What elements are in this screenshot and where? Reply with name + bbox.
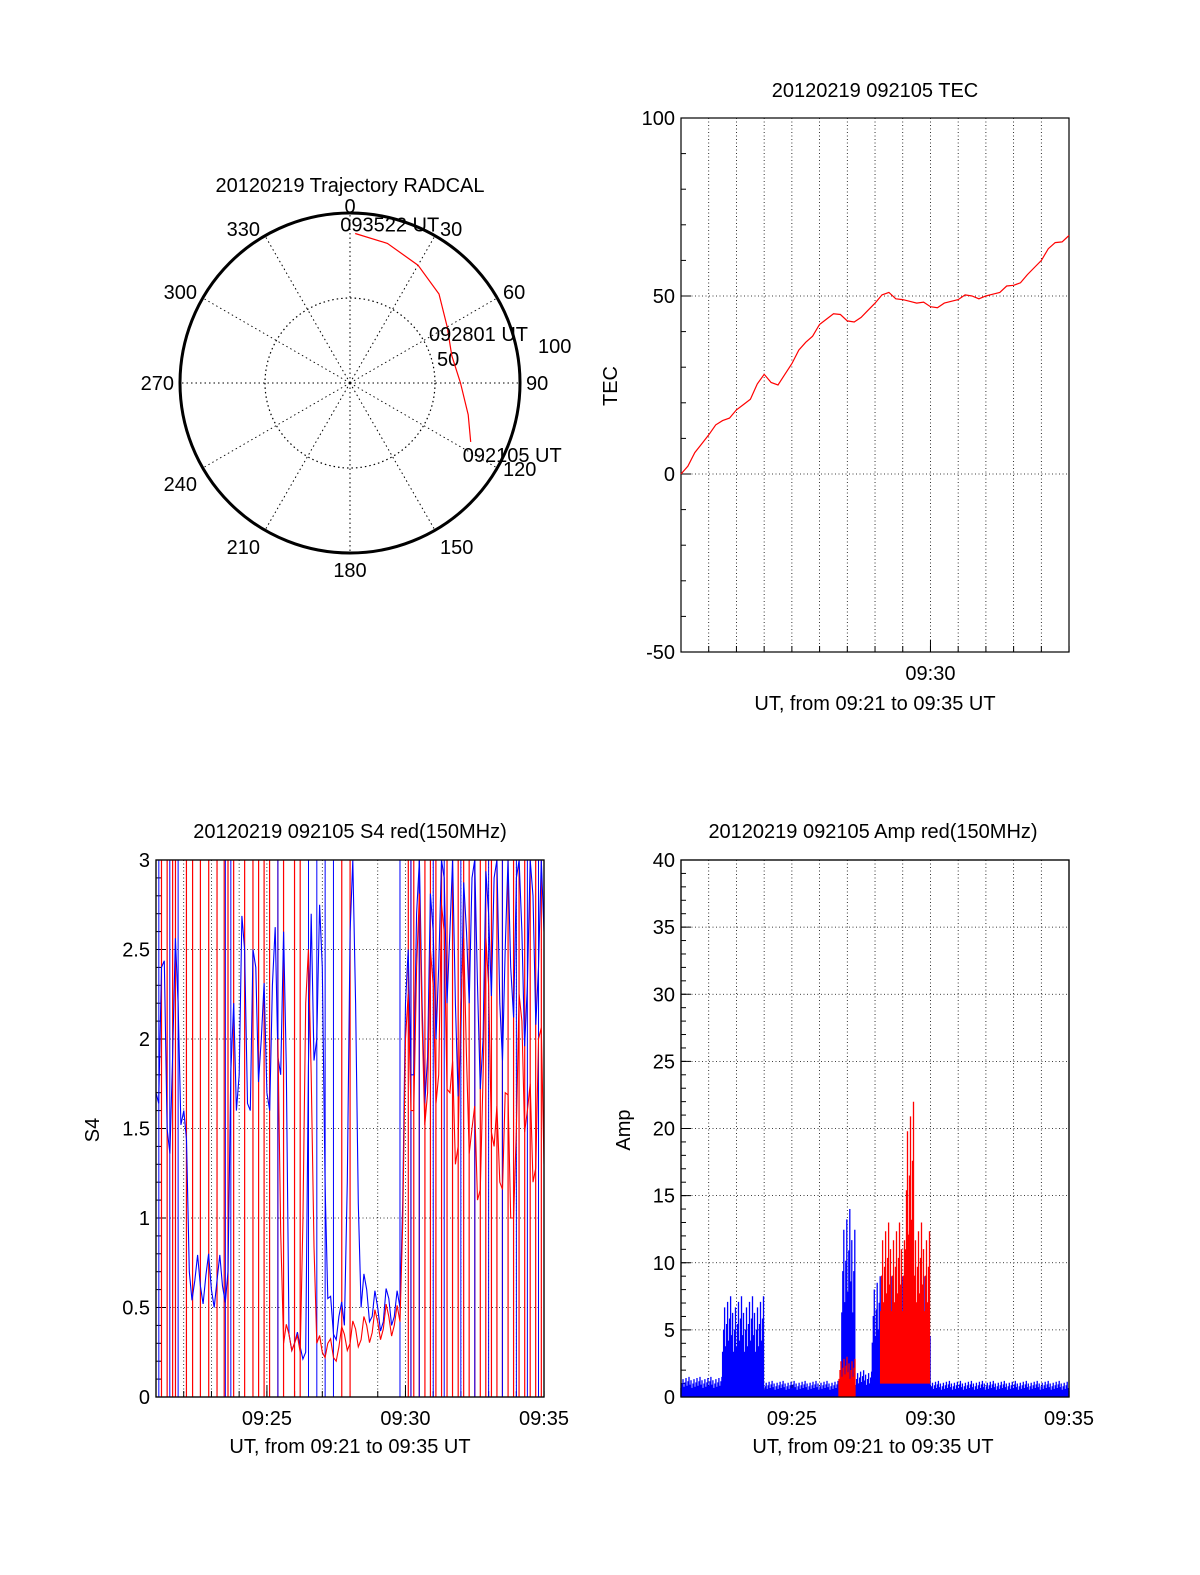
amp-series-blue bbox=[854, 1370, 873, 1397]
plot-frame bbox=[680, 117, 1070, 653]
y-tick-label: 0 bbox=[139, 1387, 150, 1409]
polar-track-label: 092105 UT bbox=[463, 445, 562, 467]
polar-spoke bbox=[202, 297, 351, 384]
polar-spoke bbox=[349, 297, 498, 384]
y-tick-label: 20 bbox=[653, 1119, 675, 1141]
polar-angle-label: 150 bbox=[440, 537, 473, 559]
polar-track-label: 093522 UT bbox=[340, 214, 439, 236]
tec-series-line bbox=[680, 235, 1070, 475]
amp-ylabel: Amp bbox=[613, 1109, 635, 1150]
s4-series-group bbox=[156, 860, 544, 1397]
polar-spoke bbox=[349, 382, 436, 531]
s4-title: 20120219 092105 S4 red(150MHz) bbox=[193, 821, 507, 843]
s4-plot: 20120219 092105 S4 red(150MHz) UT, from … bbox=[82, 821, 569, 1458]
polar-outer-circle bbox=[178, 211, 522, 555]
y-tick-label: 40 bbox=[653, 850, 675, 872]
y-tick-label: 35 bbox=[653, 917, 675, 939]
y-tick-label: 30 bbox=[653, 984, 675, 1006]
amp-series-red bbox=[838, 1356, 856, 1397]
amp-series-blue bbox=[680, 1376, 723, 1397]
y-tick-label: 0.5 bbox=[122, 1298, 150, 1320]
amp-xlabel: UT, from 09:21 to 09:35 UT bbox=[752, 1436, 993, 1458]
x-tick-label: 09:25 bbox=[767, 1408, 817, 1430]
polar-angle-label: 210 bbox=[227, 537, 260, 559]
x-tick-label: 09:25 bbox=[242, 1408, 292, 1430]
polar-angle-label: 330 bbox=[227, 219, 260, 241]
polar-angle-label: 30 bbox=[440, 219, 462, 241]
x-tick-label: 09:35 bbox=[519, 1408, 569, 1430]
polar-spoke bbox=[264, 382, 351, 531]
polar-spoke bbox=[349, 235, 436, 384]
amp-series-red bbox=[904, 1101, 915, 1371]
polar-angle-label: 60 bbox=[503, 282, 525, 304]
plot-frame bbox=[155, 859, 545, 1398]
x-tick-label: 09:30 bbox=[905, 1408, 955, 1430]
polar-mid-circle bbox=[264, 297, 436, 469]
amp-series-blue bbox=[929, 1380, 1069, 1397]
y-tick-label: 10 bbox=[653, 1253, 675, 1275]
y-tick-label: 25 bbox=[653, 1051, 675, 1073]
y-tick-label: -50 bbox=[646, 642, 675, 664]
polar-trajectory-plot: 20120219 Trajectory RADCAL 0 30 60 90 120 150… bbox=[141, 175, 572, 582]
polar-radial-label: 100 bbox=[538, 336, 571, 358]
s4-series-blue bbox=[156, 860, 544, 1361]
polar-angle-label: 180 bbox=[333, 560, 366, 582]
plot-frame bbox=[680, 859, 1070, 1398]
polar-angle-label: 90 bbox=[526, 373, 548, 395]
y-tick-label: 2 bbox=[139, 1029, 150, 1051]
y-tick-label: 0 bbox=[664, 1387, 675, 1409]
y-tick-label: 1 bbox=[139, 1208, 150, 1230]
s4-xlabel: UT, from 09:21 to 09:35 UT bbox=[229, 1436, 470, 1458]
s4-series-red bbox=[277, 893, 544, 1363]
polar-track-line bbox=[355, 232, 472, 442]
x-tick-label: 09:35 bbox=[1044, 1408, 1094, 1430]
tec-title: 20120219 092105 TEC bbox=[772, 80, 978, 102]
polar-angle-label: 120 bbox=[503, 459, 536, 481]
amp-plot: 20120219 092105 Amp red(150MHz) UT, from… bbox=[613, 821, 1094, 1458]
polar-spoke bbox=[264, 235, 351, 384]
polar-angle-label: 270 bbox=[141, 373, 174, 395]
s4-ylabel: S4 bbox=[82, 1118, 104, 1142]
y-tick-label: 15 bbox=[653, 1186, 675, 1208]
amp-series-blue bbox=[763, 1380, 842, 1397]
polar-angle-label: 240 bbox=[164, 474, 197, 496]
y-tick-label: 5 bbox=[664, 1320, 675, 1342]
polar-radial-label: 50 bbox=[437, 349, 459, 371]
polar-title: 20120219 Trajectory RADCAL bbox=[215, 175, 484, 197]
tec-xlabel: UT, from 09:21 to 09:35 UT bbox=[754, 693, 995, 715]
polar-spoke bbox=[349, 382, 498, 469]
y-tick-label: 1.5 bbox=[122, 1119, 150, 1141]
tec-plot: 20120219 092105 TEC UT, from 09:21 to 09… bbox=[600, 80, 1070, 715]
amp-series-blue bbox=[841, 1209, 856, 1397]
x-tick-label: 09:30 bbox=[380, 1408, 430, 1430]
amp-series-blue bbox=[721, 1296, 765, 1397]
polar-track-label: 092801 UT bbox=[429, 324, 528, 346]
y-tick-label: 100 bbox=[642, 108, 675, 130]
y-tick-label: 2.5 bbox=[122, 940, 150, 962]
y-tick-label: 50 bbox=[653, 286, 675, 308]
polar-angle-label: 0 bbox=[344, 196, 355, 218]
polar-spoke bbox=[202, 382, 351, 469]
amp-title: 20120219 092105 Amp red(150MHz) bbox=[708, 821, 1037, 843]
x-tick-label: 09:30 bbox=[905, 663, 955, 685]
tec-ylabel: TEC bbox=[600, 366, 622, 406]
polar-angle-label: 300 bbox=[164, 282, 197, 304]
y-tick-label: 3 bbox=[139, 850, 150, 872]
y-tick-label: 0 bbox=[664, 464, 675, 486]
